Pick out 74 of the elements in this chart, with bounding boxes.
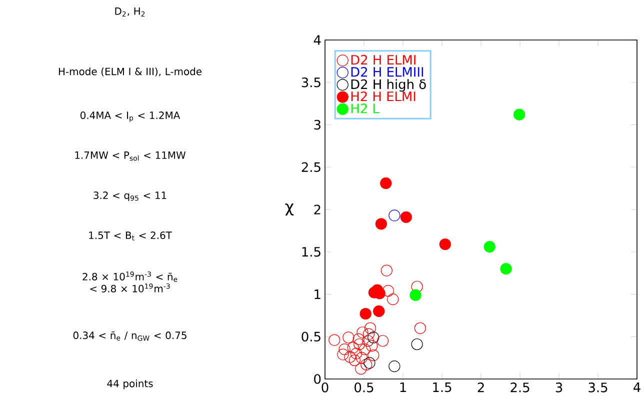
- point: [360, 308, 372, 320]
- legend-label: D2 H ELMIII: [351, 67, 424, 77]
- point: [439, 238, 451, 250]
- x-tick-label: 0.5: [354, 382, 374, 392]
- y-axis-title: χ: [285, 203, 294, 216]
- y-tick-label: 3.5: [302, 77, 320, 88]
- text: 44 points: [107, 380, 153, 390]
- point: [355, 363, 367, 375]
- legend-label: H2 H ELMI: [351, 91, 416, 102]
- point: [376, 335, 389, 347]
- y-tick-label: 2: [314, 204, 320, 214]
- point: [414, 322, 426, 334]
- legend-label: D2 H high δ: [351, 79, 426, 92]
- point: [500, 263, 512, 275]
- point: [350, 348, 362, 360]
- point: [348, 354, 360, 366]
- point: [411, 338, 423, 350]
- y-tick-label: 4: [314, 35, 321, 45]
- point: [344, 351, 356, 363]
- text: 2.8 × 10$^{19}$m$^{-3}$ < n̄$_{e}$ < 9.8 × 10$^{19}$m$^{-3}$: [82, 272, 178, 292]
- point: [513, 108, 526, 120]
- x-tick-label: 1: [400, 382, 406, 392]
- text: 1.7MW < P$_{sol}$ < 11MW: [75, 152, 186, 161]
- point: [380, 177, 392, 190]
- point: [362, 335, 374, 347]
- x-tick-label: 3: [556, 382, 562, 392]
- point: [337, 348, 349, 360]
- point: [342, 332, 354, 344]
- point: [354, 338, 366, 350]
- y-tick-label: 1.5: [302, 247, 320, 257]
- point: [380, 264, 392, 276]
- point: [364, 357, 376, 369]
- point: [375, 218, 387, 230]
- point: [368, 332, 380, 344]
- text: 0.4MA < I$_{p}$ < 1.2MA: [80, 112, 180, 122]
- point: [360, 358, 372, 370]
- x-tick-label: 2: [478, 382, 484, 392]
- x-tick-label: 4: [634, 382, 640, 392]
- point: [410, 289, 422, 301]
- point: [411, 280, 423, 292]
- y-tick-label: 2.5: [302, 162, 320, 172]
- point: [400, 211, 412, 223]
- y-tick-label: 3: [314, 120, 320, 130]
- point: [328, 334, 340, 346]
- y-tick-label: 1: [314, 290, 320, 299]
- text: D$_{2}$, H$_{2}$: [115, 8, 145, 17]
- point: [356, 352, 368, 364]
- text: 3.2 < q$_{95}$ < 11: [94, 192, 166, 201]
- point: [388, 360, 400, 372]
- text: 1.5T < B$_{t}$ < 2.6T: [89, 232, 172, 240]
- x-tick-label: 3.5: [588, 382, 608, 392]
- point: [364, 322, 376, 334]
- point: [388, 210, 400, 222]
- point: [356, 326, 368, 338]
- legend-label: H2 L: [351, 104, 380, 114]
- x-tick-label: 1.5: [433, 382, 452, 392]
- point: [373, 305, 385, 317]
- y-tick-label: 0: [314, 374, 321, 384]
- y-tick-label: 0.5: [302, 332, 320, 342]
- x-tick-label: 2.5: [510, 382, 530, 392]
- text: 0.34 < n̄$_{e}$ / n$_{GW}$ < 0.75: [73, 332, 186, 341]
- point: [368, 349, 380, 362]
- x-tick-label: 0: [322, 382, 328, 392]
- text: H-mode (ELM I & III), L-mode: [58, 68, 202, 76]
- legend-label: D2 H ELMI: [351, 54, 416, 65]
- point: [382, 285, 394, 297]
- point: [352, 333, 364, 345]
- point: [366, 340, 378, 352]
- point: [387, 294, 399, 306]
- point: [362, 328, 374, 340]
- point: [358, 344, 371, 356]
- point: [484, 240, 496, 253]
- point: [338, 344, 350, 356]
- point: [347, 342, 359, 354]
